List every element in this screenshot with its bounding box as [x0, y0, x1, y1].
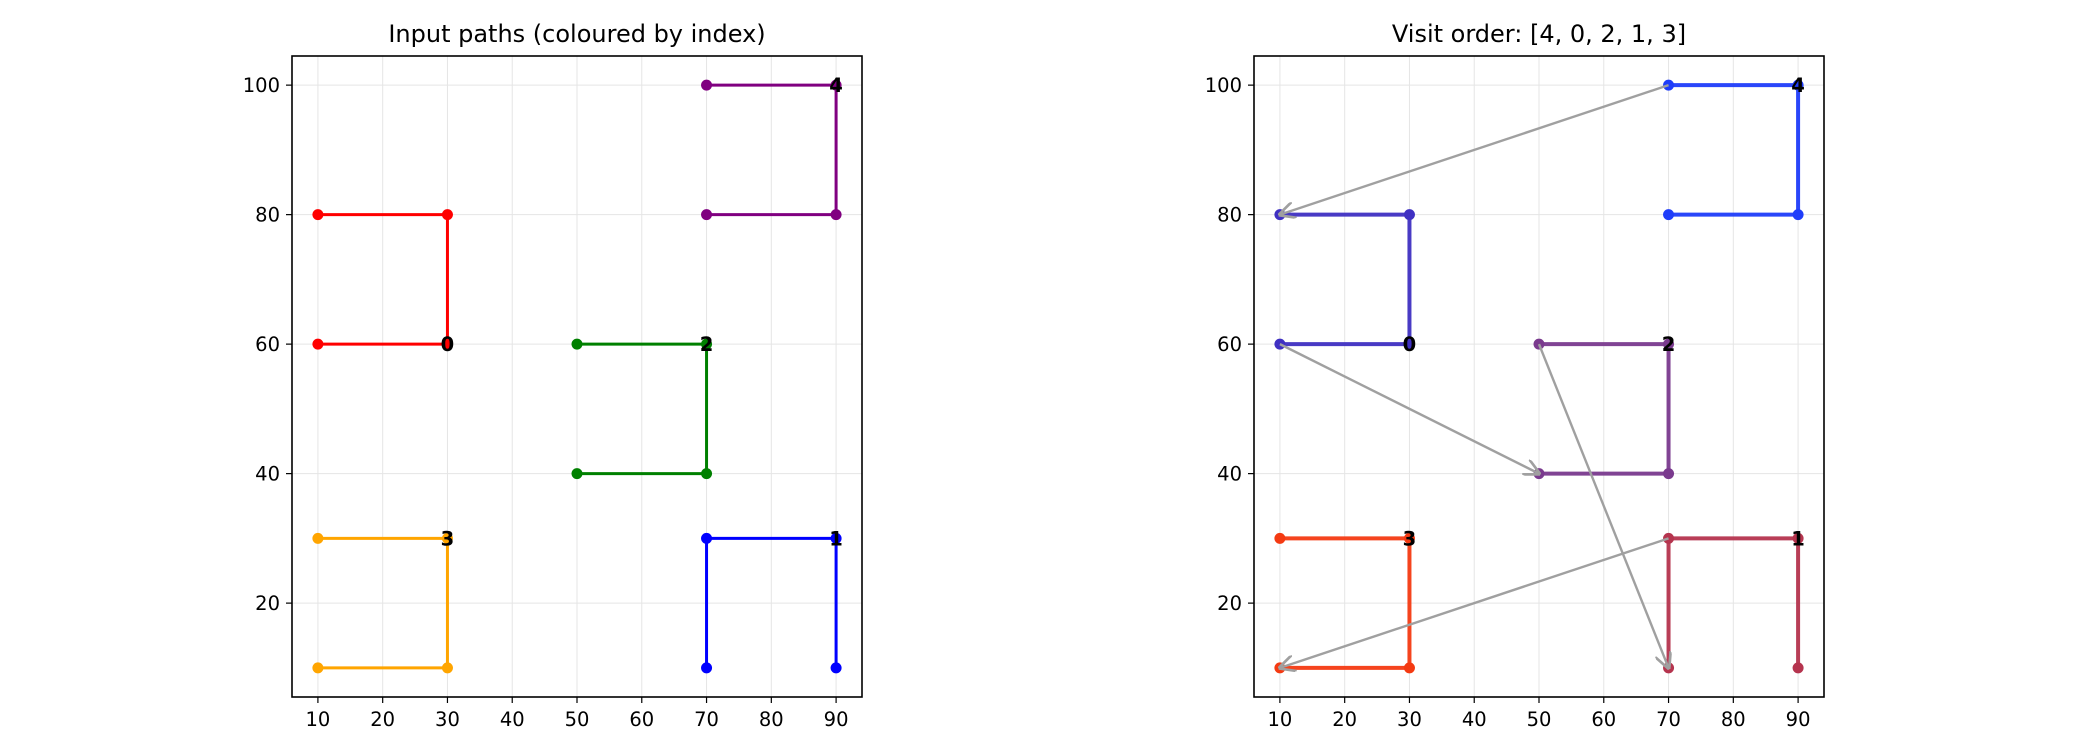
path-point [701, 662, 713, 674]
path-line-1 [705, 536, 838, 668]
path-point [1792, 79, 1804, 91]
path-index-label: 1 [1791, 527, 1805, 550]
axes-frame [1253, 55, 1825, 698]
path-line-0 [317, 213, 449, 346]
y-tick-label: 60 [1217, 333, 1242, 356]
path-point [830, 79, 842, 91]
path-point [830, 662, 842, 674]
y-tick-label: 80 [1217, 204, 1242, 227]
path-point [312, 338, 324, 350]
x-tick-label: 90 [1786, 708, 1811, 731]
x-tick-label: 20 [1332, 708, 1357, 731]
path-line-2 [577, 342, 709, 476]
path-point [312, 532, 324, 544]
path-index-label: 4 [1791, 74, 1805, 97]
path-line-0 [1279, 212, 1412, 347]
chart-title: Visit order: [4, 0, 2, 1, 3] [1392, 20, 1686, 48]
x-tick-label: 70 [694, 708, 719, 731]
path-point [830, 532, 842, 544]
path-line-2 [1539, 342, 1671, 476]
path-point [701, 532, 713, 544]
path-line-3 [317, 536, 449, 670]
path-line-4 [706, 83, 838, 217]
path-index-label: 3 [1403, 527, 1417, 550]
x-tick-label: 40 [1462, 708, 1487, 731]
path-point [1792, 209, 1804, 221]
x-tick-label: 10 [1267, 708, 1292, 731]
path-index-label: 4 [829, 74, 843, 97]
x-tick-label: 50 [565, 708, 590, 731]
path-point [701, 338, 713, 350]
path-point [701, 209, 713, 221]
axes-frame [291, 55, 863, 698]
path-point [441, 209, 453, 221]
path-line-4 [1668, 83, 1801, 217]
path-point [1663, 338, 1675, 350]
y-tick-label: 20 [1217, 592, 1242, 615]
chart-title: Input paths (coloured by index) [388, 20, 765, 48]
path-point [1403, 532, 1415, 544]
x-tick-label: 70 [1656, 708, 1681, 731]
x-tick-label: 80 [1721, 708, 1746, 731]
visit-arrow [1280, 537, 1669, 667]
x-tick-label: 30 [1397, 708, 1422, 731]
x-tick-label: 50 [1527, 708, 1552, 731]
path-point [312, 209, 324, 221]
path-point [830, 209, 842, 221]
path-point [441, 662, 453, 674]
path-point [1792, 662, 1804, 674]
path-index-label: 0 [1403, 333, 1417, 356]
path-point [441, 532, 453, 544]
visit-arrow [1537, 343, 1669, 668]
path-point [571, 338, 583, 350]
path-point [1403, 338, 1415, 350]
y-tick-label: 20 [255, 592, 280, 615]
path-index-label: 0 [441, 333, 455, 356]
y-tick-label: 60 [255, 333, 280, 356]
y-tick-label: 40 [1217, 463, 1242, 486]
path-point [571, 468, 583, 480]
visit-arrow [1280, 83, 1669, 214]
x-tick-label: 60 [629, 708, 654, 731]
path-index-label: 3 [441, 527, 455, 550]
path-point [1403, 209, 1415, 221]
y-tick-label: 40 [255, 463, 280, 486]
path-point [701, 79, 713, 91]
x-tick-label: 40 [500, 708, 525, 731]
path-line-1 [1666, 536, 1801, 668]
x-tick-label: 80 [759, 708, 784, 731]
x-tick-label: 20 [370, 708, 395, 731]
path-index-label: 2 [1662, 333, 1676, 356]
path-line-3 [1279, 536, 1412, 670]
path-index-label: 2 [700, 333, 714, 356]
visit-arrow [1279, 343, 1539, 473]
path-point [1403, 662, 1415, 674]
path-point [1274, 532, 1286, 544]
y-tick-label: 100 [243, 74, 280, 97]
x-tick-label: 60 [1591, 708, 1616, 731]
x-tick-label: 90 [824, 708, 849, 731]
path-point [1663, 209, 1675, 221]
path-point [1792, 532, 1804, 544]
input-paths-panel: Input paths (coloured by index) 10 20 30 40… [243, 20, 863, 731]
path-point [1663, 468, 1675, 480]
y-tick-label: 100 [1205, 74, 1242, 97]
path-index-label: 1 [829, 527, 843, 550]
x-tick-label: 10 [305, 708, 330, 731]
path-point [701, 468, 713, 480]
path-point [312, 662, 324, 674]
y-tick-label: 80 [255, 204, 280, 227]
visit-order-panel: Visit order: [4, 0, 2, 1, 3] 10 20 30 40 50 6… [1205, 20, 1825, 731]
path-point [441, 338, 453, 350]
x-tick-label: 30 [435, 708, 460, 731]
